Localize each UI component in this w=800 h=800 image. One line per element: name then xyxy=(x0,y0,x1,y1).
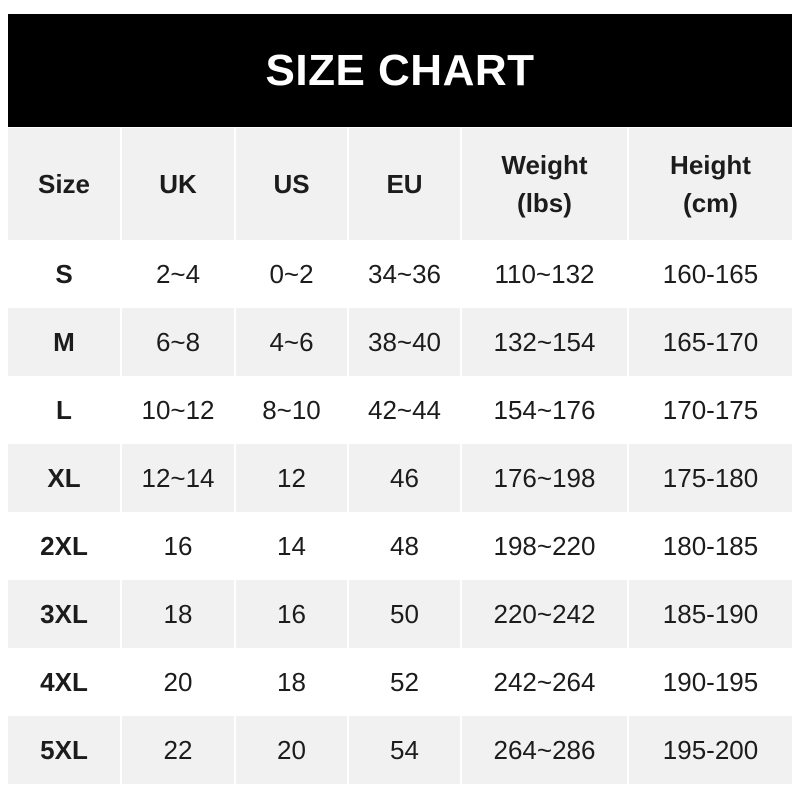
table-row: 2XL 16 14 48 198~220 180-185 xyxy=(8,512,792,580)
size-cell: XL xyxy=(8,444,121,512)
size-cell: 4XL xyxy=(8,648,121,716)
column-header: Height (cm) xyxy=(627,128,792,240)
table-cell: 46 xyxy=(347,444,461,512)
table-cell: 12 xyxy=(234,444,348,512)
size-cell: L xyxy=(8,376,121,444)
table-cell: 175-180 xyxy=(627,444,792,512)
page-title: SIZE CHART xyxy=(8,14,792,127)
table-cell: 50 xyxy=(347,580,461,648)
table-cell: 8~10 xyxy=(234,376,348,444)
table-cell: 110~132 xyxy=(460,240,628,308)
size-cell: M xyxy=(8,308,121,376)
table-cell: 180-185 xyxy=(627,512,792,580)
table-cell: 16 xyxy=(120,512,235,580)
table-cell: 190-195 xyxy=(627,648,792,716)
column-header: UK xyxy=(120,128,235,240)
table-cell: 14 xyxy=(234,512,348,580)
table-cell: 18 xyxy=(234,648,348,716)
table-cell: 16 xyxy=(234,580,348,648)
table-row: XL 12~14 12 46 176~198 175-180 xyxy=(8,444,792,512)
table-cell: 185-190 xyxy=(627,580,792,648)
table-cell: 2~4 xyxy=(120,240,235,308)
table-row: 5XL 22 20 54 264~286 195-200 xyxy=(8,716,792,784)
column-header: Size xyxy=(8,128,121,240)
table-cell: 22 xyxy=(120,716,235,784)
table-cell: 132~154 xyxy=(460,308,628,376)
table-row: M 6~8 4~6 38~40 132~154 165-170 xyxy=(8,308,792,376)
table-cell: 38~40 xyxy=(347,308,461,376)
table-cell: 48 xyxy=(347,512,461,580)
size-cell: S xyxy=(8,240,121,308)
table-row: 3XL 18 16 50 220~242 185-190 xyxy=(8,580,792,648)
table-cell: 170-175 xyxy=(627,376,792,444)
table-cell: 165-170 xyxy=(627,308,792,376)
table-cell: 12~14 xyxy=(120,444,235,512)
size-cell: 3XL xyxy=(8,580,121,648)
table-cell: 198~220 xyxy=(460,512,628,580)
table-cell: 10~12 xyxy=(120,376,235,444)
table-cell: 154~176 xyxy=(460,376,628,444)
table-row: 4XL 20 18 52 242~264 190-195 xyxy=(8,648,792,716)
table-row: S 2~4 0~2 34~36 110~132 160-165 xyxy=(8,240,792,308)
table-cell: 52 xyxy=(347,648,461,716)
table-cell: 176~198 xyxy=(460,444,628,512)
column-header: EU xyxy=(347,128,461,240)
column-header: US xyxy=(234,128,348,240)
size-cell: 5XL xyxy=(8,716,121,784)
table-cell: 242~264 xyxy=(460,648,628,716)
table-cell: 20 xyxy=(120,648,235,716)
table-cell: 0~2 xyxy=(234,240,348,308)
size-cell: 2XL xyxy=(8,512,121,580)
table-cell: 195-200 xyxy=(627,716,792,784)
table-cell: 160-165 xyxy=(627,240,792,308)
table-cell: 6~8 xyxy=(120,308,235,376)
size-chart-table: Size UK US EU Weight (lbs) Height (cm) S 2~4 0~… xyxy=(8,128,792,784)
table-cell: 4~6 xyxy=(234,308,348,376)
header-row: Size UK US EU Weight (lbs) Height (cm) xyxy=(8,128,792,240)
table-cell: 34~36 xyxy=(347,240,461,308)
table-row: L 10~12 8~10 42~44 154~176 170-175 xyxy=(8,376,792,444)
table-cell: 264~286 xyxy=(460,716,628,784)
column-header: Weight (lbs) xyxy=(460,128,628,240)
table-cell: 20 xyxy=(234,716,348,784)
table-cell: 18 xyxy=(120,580,235,648)
table-cell: 54 xyxy=(347,716,461,784)
table-cell: 220~242 xyxy=(460,580,628,648)
table-cell: 42~44 xyxy=(347,376,461,444)
